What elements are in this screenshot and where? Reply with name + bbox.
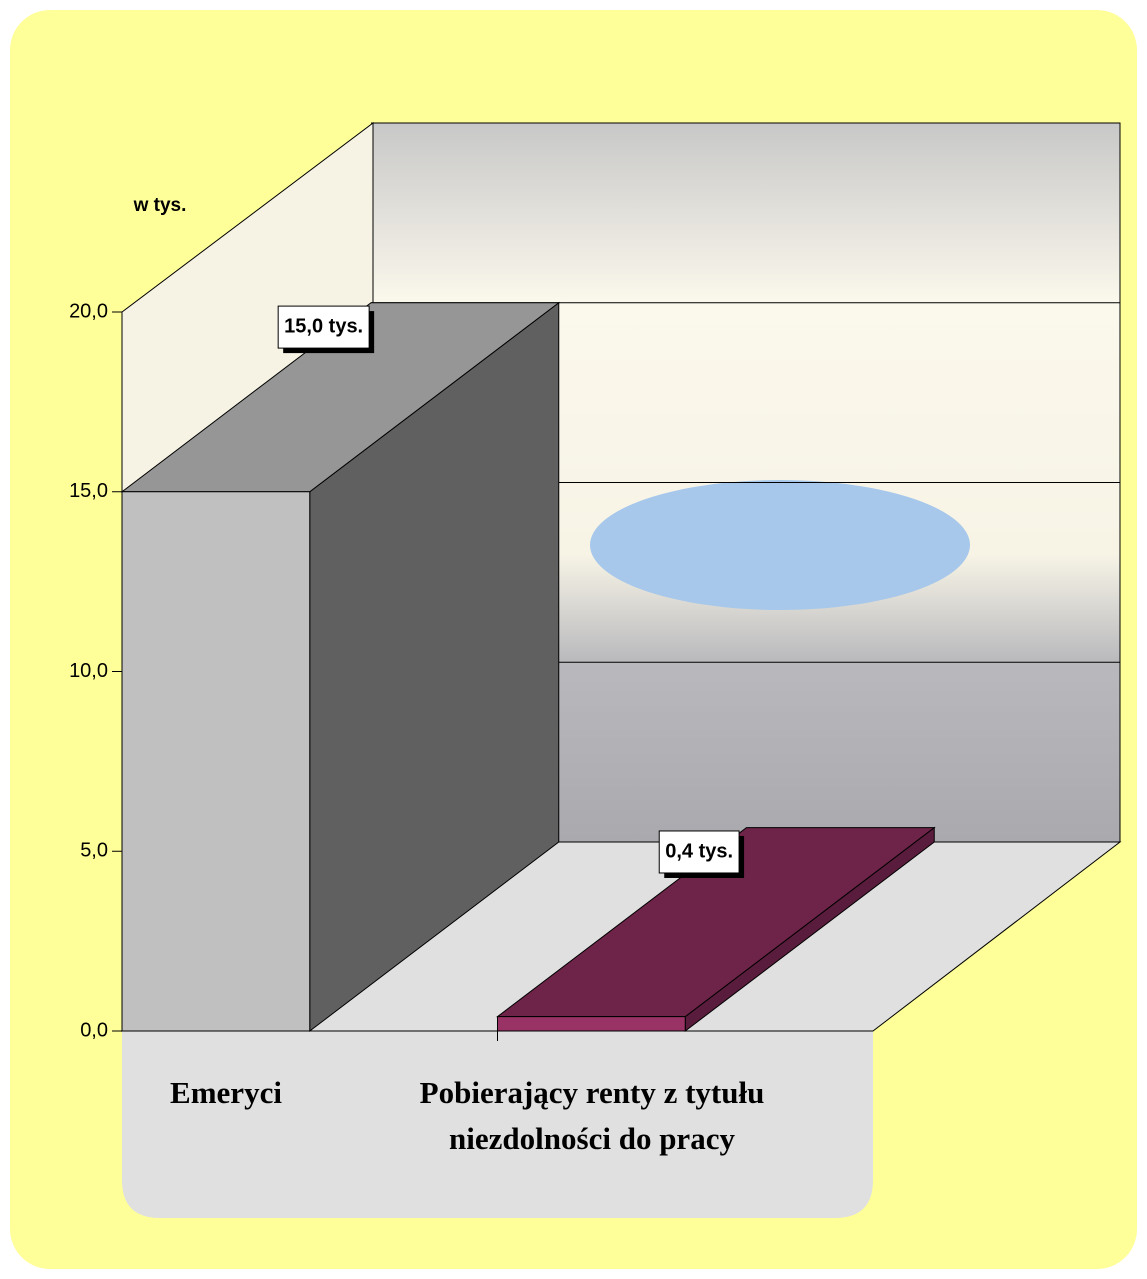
y-tick-label: 10,0	[69, 660, 108, 682]
value-label: 15,0 tys.	[284, 315, 363, 337]
y-tick-label: 15,0	[69, 480, 108, 502]
value-label: 0,4 tys.	[665, 840, 733, 862]
x-tick-label: Emeryci	[170, 1075, 282, 1110]
y-tick-label: 5,0	[80, 840, 108, 862]
bar	[121, 491, 311, 1032]
y-tick-label: 0,0	[80, 1019, 108, 1041]
x-tick-label: Pobierający renty z tytułu niezdolności …	[419, 1075, 765, 1156]
value-label-bg	[658, 830, 740, 874]
axis-label: w tys.	[133, 195, 187, 216]
bar	[497, 1016, 686, 1032]
label-panel	[122, 1031, 873, 1218]
value-label-bg	[277, 305, 370, 349]
y-tick-label: 20,0	[69, 300, 108, 322]
decoration	[590, 480, 970, 610]
value-label-box: 15,0 tys.	[277, 305, 375, 354]
value-label-box: 0,4 tys.	[658, 830, 745, 878]
